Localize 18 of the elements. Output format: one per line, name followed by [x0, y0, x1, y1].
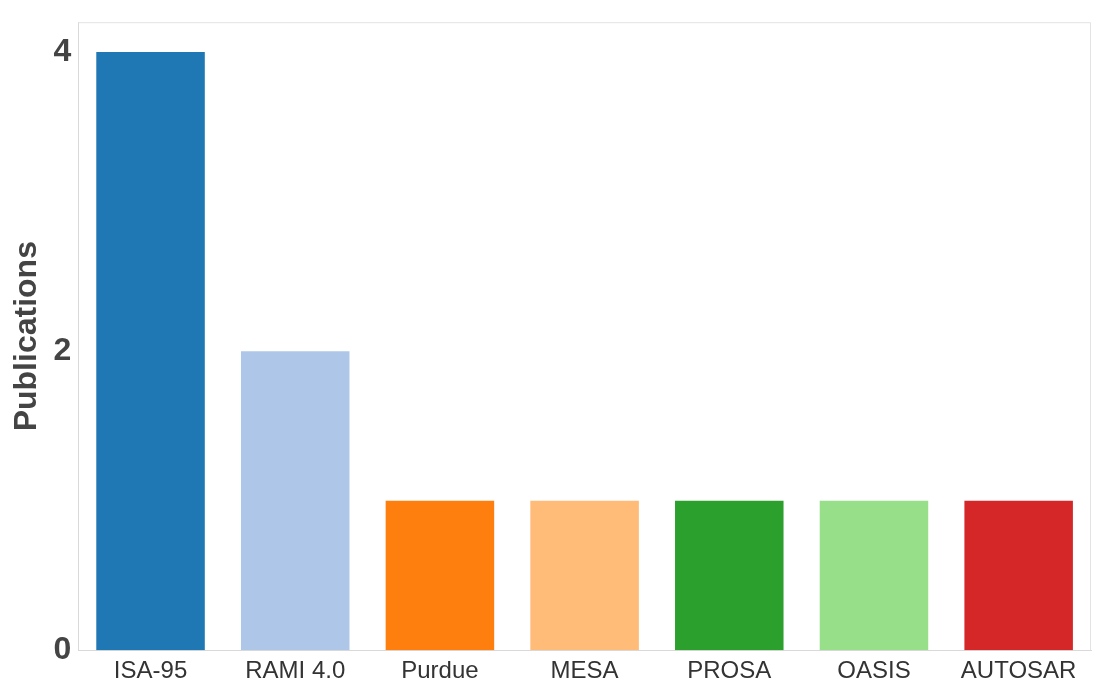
- y-tick-label: 4: [53, 31, 72, 68]
- bar: [819, 500, 929, 651]
- x-tick-label: Purdue: [401, 656, 479, 684]
- y-tick-label: 2: [53, 330, 72, 367]
- x-tick-label: OASIS: [837, 656, 911, 684]
- x-tick-label: ISA-95: [113, 656, 188, 684]
- x-tick-label: AUTOSAR: [960, 656, 1077, 684]
- bar: [385, 500, 495, 651]
- y-axis-title: Publications: [7, 241, 44, 432]
- bar: [530, 500, 639, 651]
- x-tick-label: MESA: [550, 656, 619, 684]
- x-tick-label: PROSA: [687, 656, 772, 684]
- bar: [964, 500, 1073, 651]
- x-tick-label: RAMI 4.0: [245, 656, 346, 684]
- bar: [96, 52, 205, 651]
- y-tick-label: 0: [53, 630, 72, 667]
- bar: [675, 500, 784, 651]
- bar: [240, 351, 350, 651]
